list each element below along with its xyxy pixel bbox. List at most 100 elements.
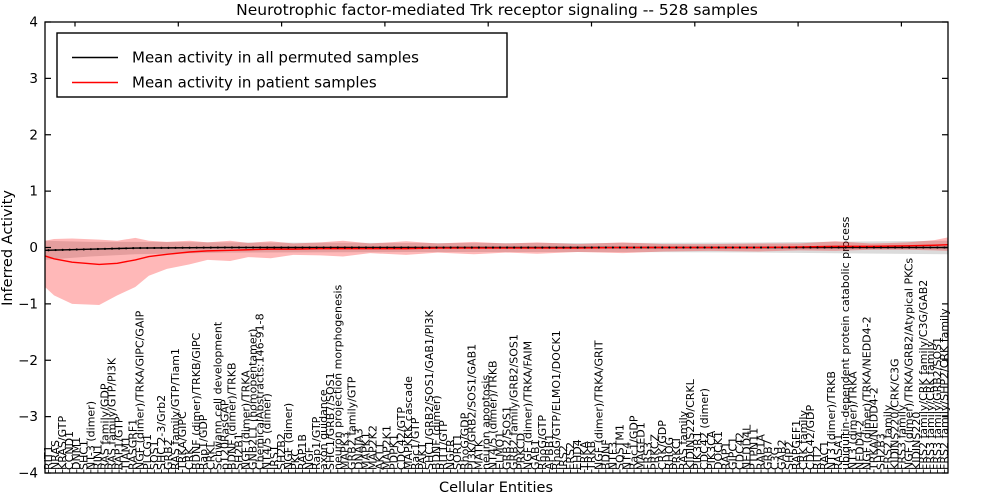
data-point-marker: [350, 246, 353, 249]
x-tick-label: GNB2L1 (homopentamer): [247, 329, 260, 470]
x-tick-label: RAP1B: [296, 434, 309, 470]
data-point-marker: [759, 246, 763, 249]
confidence-bands: [45, 237, 948, 306]
x-tick-label: RAP1A: [755, 434, 768, 470]
y-axis-label: Inferred Activity: [0, 190, 16, 306]
x-tick-label: TRKA/NEDD4-2: [867, 387, 880, 471]
legend-label-patient: Mean activity in patient samples: [132, 74, 377, 92]
data-point-marker: [54, 248, 57, 252]
x-tick-label: RASGRF1: [127, 419, 140, 470]
data-point-marker: [668, 246, 671, 249]
x-tick-label: BDNF: [599, 439, 612, 470]
y-tick-label: −1: [18, 296, 38, 312]
data-point-marker: [527, 246, 530, 249]
x-tick-label: MAPKKK cascade: [402, 376, 415, 470]
data-point-marker: [110, 247, 114, 250]
x-tick-label: NGF (dimer)/TRKA/FAIM: [522, 341, 535, 470]
data-point-marker: [611, 246, 615, 249]
data-point-marker: [117, 247, 121, 250]
x-tick-label: PRKCI: [670, 438, 683, 470]
data-point-marker: [901, 246, 904, 249]
x-tick-label: MATK: [472, 439, 485, 470]
data-point-marker: [82, 248, 85, 251]
data-point-marker: [61, 248, 64, 251]
data-point-marker: [675, 246, 678, 249]
x-tick-label: neuron projection morphogenesis: [331, 284, 344, 470]
data-point-marker: [216, 246, 219, 249]
data-point-marker: [604, 246, 607, 249]
data-point-marker: [597, 246, 600, 249]
x-tick-label: AKT1: [374, 442, 387, 470]
data-point-marker: [364, 246, 368, 249]
data-point-marker: [738, 246, 741, 249]
x-tick-label: CDC42 (dimer): [698, 388, 711, 470]
x-tick-label: SHC1/GRB7/SOS1: [324, 372, 337, 470]
x-tick-label: NEDD4-2: [853, 420, 866, 470]
data-point-marker: [752, 246, 756, 249]
data-point-marker: [858, 246, 861, 249]
data-point-marker: [146, 246, 149, 250]
x-tick-label: C3G: [769, 447, 782, 470]
data-point-marker: [237, 246, 241, 249]
data-point-marker: [266, 246, 269, 249]
data-point-marker: [68, 248, 71, 251]
axes: −4 −3 −2 −1 0 1 2 3 4: [18, 15, 949, 482]
x-tick-label: PTPN11: [747, 428, 760, 470]
x-tick-label: CCND1: [63, 431, 76, 470]
x-tick-label: SHC 2-3/Grb2: [155, 395, 168, 470]
x-tick-label: NT4/5 (dimer): [261, 393, 274, 470]
patient-std-band: [45, 237, 948, 306]
data-point-marker: [520, 246, 523, 249]
data-point-marker: [640, 246, 643, 249]
data-point-marker: [315, 246, 318, 249]
data-point-marker: [576, 246, 579, 249]
x-tick-label: PLCG1: [141, 434, 154, 470]
data-point-marker: [484, 246, 488, 249]
x-tick-label: FRS3: [642, 442, 655, 470]
x-tick-label: RIT2: [811, 445, 824, 470]
x-tick-label: RAS family/GTP/PI3K: [106, 357, 119, 470]
x-tick-label: Rac1/GDP: [628, 415, 641, 470]
data-point-marker: [386, 246, 389, 249]
x-tick-label: RAS family/GTP/Tiam1: [169, 348, 182, 470]
data-point-marker: [75, 248, 78, 251]
x-tick-label: RAPGEF1: [790, 420, 803, 470]
x-tick-label: RAP1: [719, 442, 732, 470]
data-point-marker: [153, 246, 156, 250]
x-tick-label: DNM1: [70, 437, 83, 470]
x-tick-label: FRS2 family/CRK family/C3G/GAB2: [917, 280, 930, 470]
data-point-marker: [774, 246, 777, 249]
data-point-marker: [555, 246, 558, 249]
x-tick-label: NGFR: [444, 439, 457, 470]
data-point-marker: [703, 246, 706, 249]
x-tick-label: BDNF (dimer)/TRKB/GIPC: [190, 332, 203, 470]
x-tick-label: PI3K/GRB2/SOS1/GAB1: [465, 344, 478, 470]
x-tick-label: SOS1: [148, 440, 161, 470]
x-tick-label: Rap1/GDP: [197, 414, 210, 470]
data-point-marker: [259, 246, 262, 249]
data-point-marker: [837, 246, 840, 249]
x-tick-label: SQSTM1: [613, 424, 626, 470]
data-point-marker: [428, 246, 431, 249]
x-tick-label: PIK3CA: [705, 430, 718, 470]
data-point-marker: [788, 246, 791, 249]
x-tick-label: RAC1: [818, 441, 831, 470]
x-tick-label: RIT1/GTP: [437, 420, 450, 470]
data-point-marker: [872, 246, 876, 249]
data-point-marker: [139, 246, 142, 250]
data-point-marker: [456, 246, 459, 249]
x-tick-label: GRB2/SOS1: [501, 406, 514, 470]
data-point-marker: [209, 246, 212, 249]
x-tick-label: MAPK3: [338, 432, 351, 470]
x-tick-label: KRAS/GTP: [56, 416, 69, 470]
data-point-marker: [915, 246, 918, 249]
x-tick-label: NGF (dimer)/TRKA: [240, 370, 253, 470]
data-point-marker: [661, 246, 664, 249]
x-tick-label: IRS1: [268, 445, 281, 470]
permuted-std-band: [45, 240, 948, 260]
x-tick-label: KIDINS220/CRKL: [684, 378, 697, 470]
legend: Mean activity in all permuted samples Me…: [56, 32, 508, 98]
data-point-marker: [449, 246, 452, 249]
data-point-marker: [830, 246, 833, 249]
data-point-marker: [308, 246, 311, 249]
